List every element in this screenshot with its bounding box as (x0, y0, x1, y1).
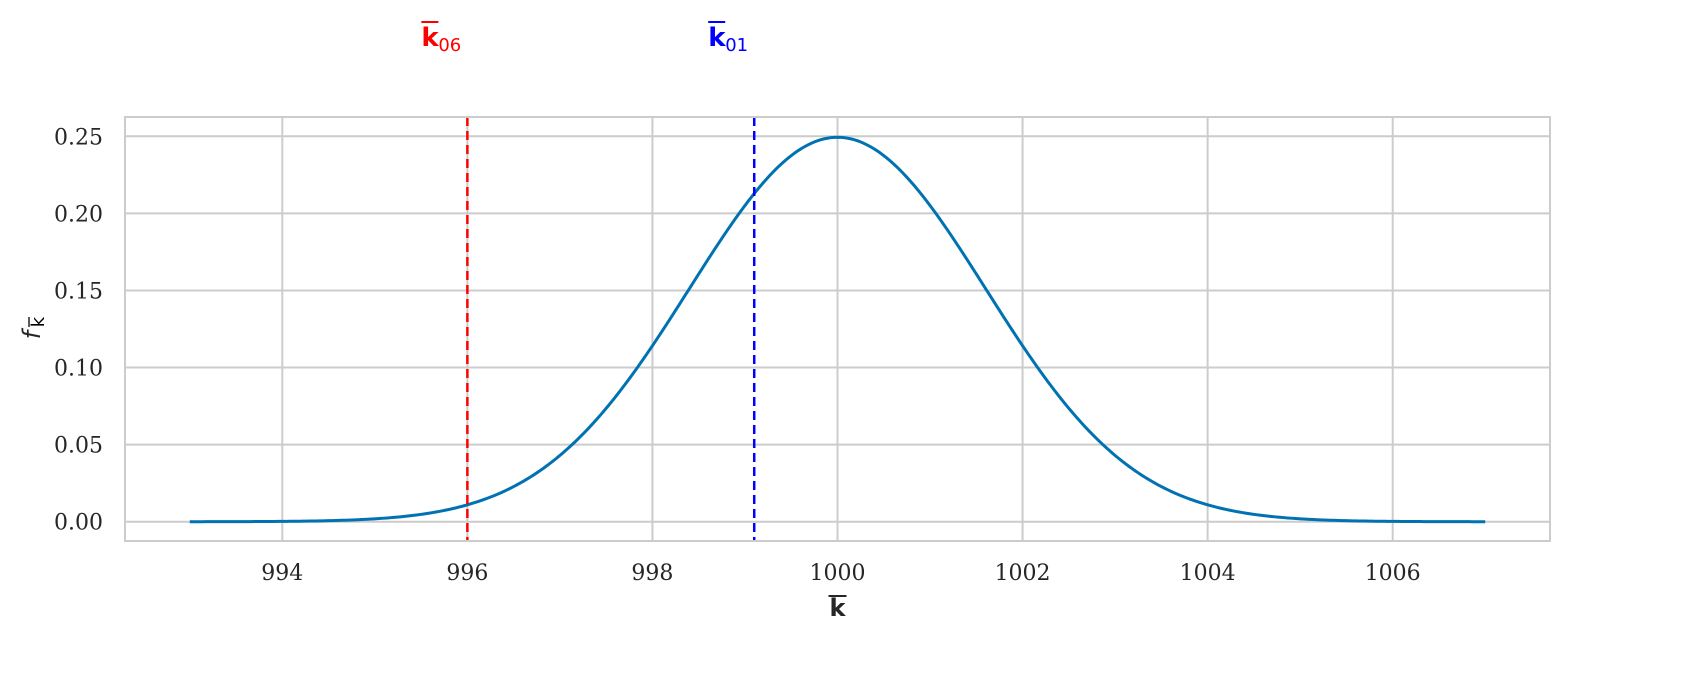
y-axis-label: f k (18, 316, 49, 339)
x-tick-label: 1006 (1365, 561, 1421, 586)
y-tick-labels: 0.00 0.05 0.10 0.15 0.20 0.25 (54, 125, 103, 535)
y-axis-label-main: f (18, 327, 46, 339)
y-tick-label: 0.20 (54, 202, 103, 227)
x-tick-label: 994 (261, 561, 303, 586)
x-tick-labels: 994 996 998 1000 1002 1004 1006 (261, 561, 1420, 586)
y-tick-label: 0.00 (54, 511, 103, 536)
x-tick-label: 996 (446, 561, 488, 586)
vline-annotations: k 06 k 01 (421, 21, 748, 56)
x-tick-label: 1002 (995, 561, 1051, 586)
x-tick-label: 1004 (1180, 561, 1236, 586)
density-curve (189, 135, 1486, 524)
y-tick-label: 0.25 (54, 125, 103, 150)
x-axis-label: k (830, 594, 847, 622)
x-tick-label: 998 (631, 561, 673, 586)
y-tick-label: 0.10 (54, 357, 103, 382)
y-axis-label-subscript: k (28, 316, 49, 327)
vline-label-01: k (708, 23, 726, 53)
reference-lines (466, 117, 756, 541)
plot-frame (124, 116, 1551, 542)
grid-lines (125, 117, 1550, 541)
series-layer (189, 135, 1486, 524)
y-tick-label: 0.05 (54, 434, 103, 459)
x-tick-label: 1000 (810, 561, 866, 586)
vline-label-06: k (421, 23, 439, 53)
vline-label-sub-06: 06 (438, 35, 461, 56)
vline-label-sub-01: 01 (725, 35, 748, 56)
y-tick-label: 0.15 (54, 279, 103, 304)
